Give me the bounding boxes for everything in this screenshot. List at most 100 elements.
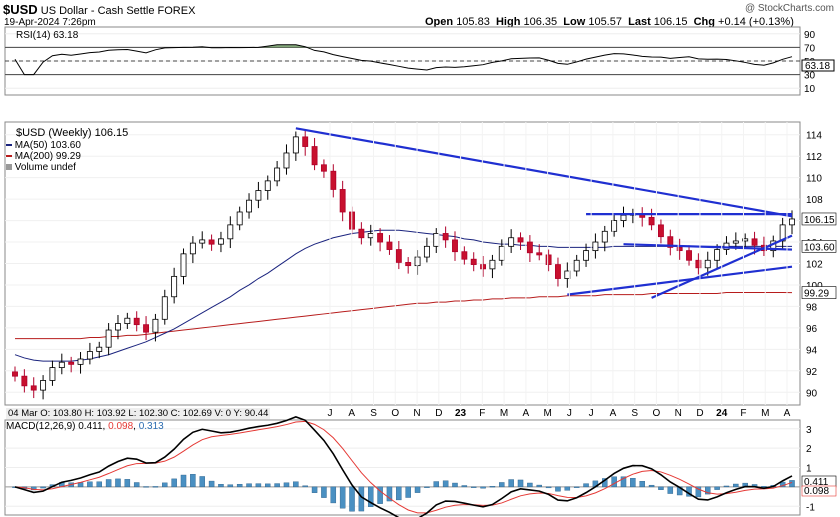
candle-body bbox=[30, 385, 37, 391]
x-axis-label: M bbox=[500, 408, 508, 419]
ma50-badge bbox=[801, 240, 837, 253]
macd-histogram-bar bbox=[236, 483, 243, 488]
macd-histogram-bar bbox=[396, 486, 402, 501]
candle-body bbox=[77, 358, 84, 365]
macd-histogram-bar bbox=[152, 486, 159, 488]
price-tick-label: 102 bbox=[806, 260, 823, 271]
macd-histogram-bar bbox=[227, 484, 234, 488]
ohlc-summary: Open 105.83 High 106.35 Low 105.57 Last … bbox=[425, 16, 794, 28]
macd-histogram-bar bbox=[367, 486, 374, 507]
macd-histogram-bar bbox=[293, 481, 299, 488]
candle-body bbox=[21, 375, 28, 387]
price-tick-label: 96 bbox=[806, 324, 818, 335]
candle-body bbox=[423, 245, 430, 258]
macd-histogram-bar bbox=[40, 486, 46, 489]
candle-body bbox=[302, 136, 309, 147]
macd-histogram-bar bbox=[302, 485, 308, 488]
macd-histogram-bar bbox=[536, 484, 542, 488]
macd-label: MACD(12,26,9) 0.411, 0.098, 0.313 bbox=[6, 421, 164, 432]
macd-histogram-bar bbox=[470, 486, 477, 488]
price-tick-label: 108 bbox=[806, 195, 823, 206]
macd-histogram-bar bbox=[105, 479, 112, 488]
candle-body bbox=[86, 351, 93, 360]
trendline bbox=[295, 127, 793, 218]
macd-histogram-bar bbox=[723, 485, 730, 488]
candle-body bbox=[676, 247, 683, 252]
macd-histogram-bar bbox=[695, 486, 702, 498]
candle-body bbox=[330, 170, 337, 190]
macd-histogram-bar bbox=[87, 481, 93, 488]
macd-histogram-bar bbox=[218, 484, 224, 488]
macd-histogram-bar bbox=[555, 486, 561, 492]
candle-body bbox=[395, 249, 402, 263]
candle-body bbox=[489, 259, 496, 270]
macd-histogram-bar bbox=[180, 474, 187, 488]
macd-histogram-bar bbox=[274, 483, 280, 488]
trendline bbox=[567, 265, 793, 296]
rsi-label: RSI(14) 63.18 bbox=[16, 30, 79, 41]
macd-histogram-bar bbox=[611, 476, 617, 488]
candle-body bbox=[498, 245, 505, 261]
candle-body bbox=[161, 296, 168, 320]
candle-body bbox=[470, 258, 477, 265]
macd-histogram-bar bbox=[433, 481, 440, 488]
price-title: $USD (Weekly) 106.15 bbox=[16, 127, 129, 139]
x-axis-label: A bbox=[784, 408, 791, 419]
candle-body bbox=[517, 237, 524, 243]
candle-body bbox=[311, 146, 318, 166]
macd-tick-label: 1 bbox=[806, 464, 812, 475]
price-tick-label: 114 bbox=[806, 131, 822, 142]
macd-histogram-bar bbox=[414, 486, 421, 493]
macd-histogram-bar bbox=[564, 486, 571, 491]
candle-body bbox=[68, 361, 75, 365]
macd-histogram-bar bbox=[339, 486, 346, 509]
candle-body bbox=[620, 214, 627, 221]
candle-body bbox=[199, 239, 206, 244]
candle-body bbox=[714, 249, 721, 261]
macd-histogram-bar bbox=[190, 474, 196, 488]
candle-body bbox=[218, 238, 224, 245]
candle-body bbox=[143, 324, 150, 333]
rsi-line bbox=[14, 44, 793, 76]
date-label: 19-Apr-2024 7:26pm bbox=[4, 17, 96, 28]
candle-body bbox=[433, 233, 440, 247]
x-axis-label: J bbox=[567, 408, 572, 419]
instrument-name: US Dollar - Cash Settle bbox=[40, 5, 155, 17]
x-axis-label: F bbox=[479, 408, 485, 419]
macd-histogram-bar bbox=[667, 486, 674, 494]
x-axis-label: D bbox=[696, 408, 703, 419]
macd-histogram-bar bbox=[96, 481, 102, 488]
price-tick-label: 90 bbox=[806, 388, 818, 399]
candle-body bbox=[657, 224, 664, 238]
candle-body bbox=[180, 253, 187, 277]
macd-histogram-bar bbox=[265, 483, 271, 488]
macd-histogram-bar bbox=[311, 486, 318, 493]
ma200-line bbox=[15, 291, 793, 340]
candle-body bbox=[386, 241, 393, 250]
x-axis-label: N bbox=[675, 408, 682, 419]
macd-histogram-bar bbox=[162, 482, 168, 488]
x-axis-label: F bbox=[740, 408, 746, 419]
candle-body bbox=[695, 259, 702, 269]
price-tick-label: 94 bbox=[806, 345, 818, 356]
x-axis-label: M bbox=[761, 408, 769, 419]
x-axis-label: S bbox=[370, 408, 377, 419]
macd-histogram-bar bbox=[283, 482, 290, 488]
x-axis-label: J bbox=[328, 408, 333, 419]
last-price-badge bbox=[801, 212, 837, 226]
price-legend: MA(50) 103.60 MA(200) 99.29 Volume undef bbox=[6, 140, 81, 173]
macd-histogram-bar bbox=[199, 476, 205, 488]
macd-histogram-bar bbox=[480, 486, 486, 489]
candle-body bbox=[461, 251, 468, 260]
macd-histogram-bar bbox=[658, 486, 664, 490]
x-axis-label: N bbox=[413, 408, 420, 419]
candle-body bbox=[96, 346, 103, 352]
macd-histogram-bar bbox=[630, 478, 636, 488]
rsi-tick-label: 30 bbox=[804, 71, 816, 82]
x-axis-label: 23 bbox=[455, 408, 467, 419]
candle-body bbox=[246, 199, 252, 213]
macd-histogram-bar bbox=[246, 483, 252, 488]
macd-histogram-bar bbox=[424, 486, 430, 488]
candle-body bbox=[704, 259, 711, 269]
